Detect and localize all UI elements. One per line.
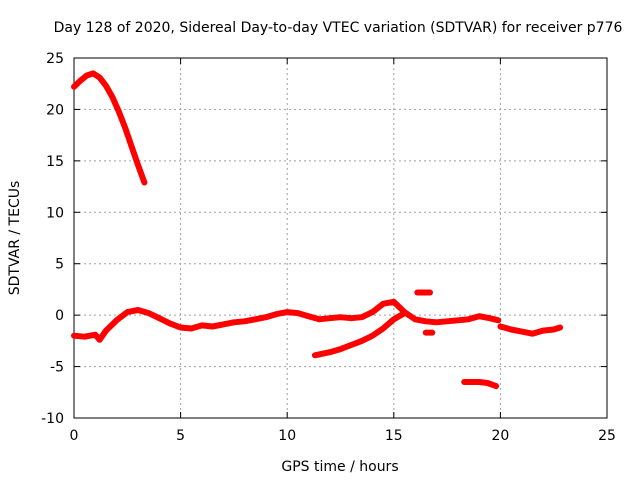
series-line-arc-5 xyxy=(461,379,500,390)
series-layer xyxy=(71,70,564,390)
series-line-arc-2 xyxy=(71,298,502,343)
x-tick-label: 5 xyxy=(176,428,185,444)
y-tick-label: 0 xyxy=(55,308,64,324)
y-tick-label: -10 xyxy=(41,411,64,427)
x-tick-label: 10 xyxy=(278,428,296,444)
y-tick-label: 15 xyxy=(46,154,64,170)
series-line-arc-6 xyxy=(497,323,564,337)
y-tick-label: 5 xyxy=(55,257,64,273)
x-axis-label: GPS time / hours xyxy=(281,459,398,475)
plot-frame xyxy=(73,57,608,419)
y-tick-label: 10 xyxy=(46,205,64,221)
x-tick-label: 15 xyxy=(385,428,403,444)
y-tick-label: 20 xyxy=(46,102,64,118)
x-tick-label: 0 xyxy=(70,428,79,444)
chart-title: Day 128 of 2020, Sidereal Day-to-day VTE… xyxy=(54,20,623,36)
axis-ticks: 0 5 10 15 20 25 -10 -5 0 5 10 15 20 25 xyxy=(41,51,616,444)
y-axis-label: SDTVAR / TECUs xyxy=(7,181,23,296)
y-tick-label: 25 xyxy=(46,51,64,67)
series-line-arc-1 xyxy=(71,70,148,186)
grid-lines xyxy=(74,58,607,418)
series-line-arc-3 xyxy=(311,310,408,359)
x-tick-label: 20 xyxy=(491,428,509,444)
x-tick-label: 25 xyxy=(598,428,616,444)
y-tick-label: -5 xyxy=(50,360,64,376)
